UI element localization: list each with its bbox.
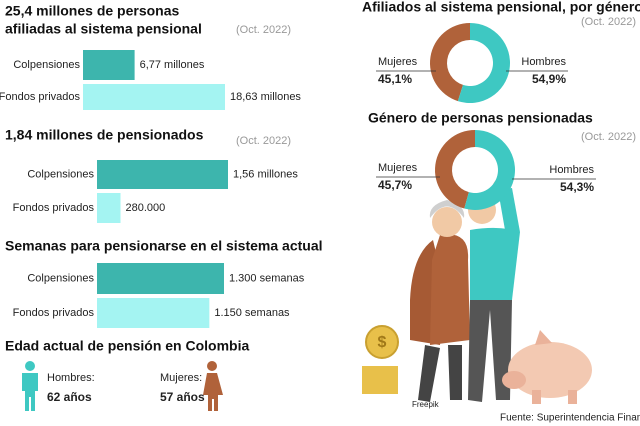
category-label: Fondos privados [0,91,80,103]
chart-note: (Oct. 2022) [581,131,636,143]
icon-head [207,361,217,371]
value-label: 54,3% [560,180,594,194]
bar [97,193,121,223]
image-credit: Freepik [412,400,440,409]
bar [83,84,225,110]
legend-label: Hombres [549,164,594,176]
bar [97,160,228,189]
age-label: Mujeres: [160,372,202,384]
age-value: 57 años [160,390,205,404]
chart-title: Semanas para pensionarse en el sistema a… [5,238,323,254]
category-label: Colpensiones [27,168,94,180]
value-label: 45,7% [378,178,412,192]
category-label: Colpensiones [27,272,94,284]
value-label: 280.000 [126,202,166,214]
chart-note: (Oct. 2022) [236,24,291,36]
legend-label: Mujeres [378,56,418,68]
value-label: 1,56 millones [233,168,298,180]
chart-title: 25,4 millones de personas [5,3,180,19]
bar [97,298,210,328]
bar [97,263,224,294]
category-label: Fondos privados [13,307,95,319]
illustration: $ [362,179,592,404]
donut-slice [464,130,515,210]
value-label: 1.300 semanas [229,272,305,284]
donut-slice [430,23,470,102]
donut-slice [457,23,510,103]
legend-label: Hombres [521,56,566,68]
value-label: 6,77 millones [140,59,205,71]
donut-slice [435,130,475,209]
legend-label: Mujeres [378,162,418,174]
chart-title: 1,84 millones de pensionados [5,127,204,143]
value-label: 1.150 semanas [214,307,290,319]
chart-note: (Oct. 2022) [581,16,636,28]
section-title: Edad actual de pensión en Colombia [5,338,249,354]
chart-title: Género de personas pensionadas [368,110,593,126]
svg-text:$: $ [378,334,387,351]
chart-note: (Oct. 2022) [236,135,291,147]
icon-body [22,373,38,411]
category-label: Fondos privados [13,202,95,214]
value-label: 18,63 millones [230,91,301,103]
category-label: Colpensiones [13,59,80,71]
bar [83,50,135,80]
value-label: 45,1% [378,72,412,86]
person-icon [22,361,38,411]
icon-head [25,361,35,371]
age-label: Hombres: [47,372,95,384]
person-icon [203,361,223,411]
source: Fuente: Superintendencia Financiera [500,413,640,424]
age-value: 62 años [47,390,92,404]
chart-title: afiliadas al sistema pensional [5,21,202,37]
value-label: 54,9% [532,72,566,86]
icon-body [203,373,223,411]
chart-title: Afiliados al sistema pensional, por géne… [362,0,640,15]
